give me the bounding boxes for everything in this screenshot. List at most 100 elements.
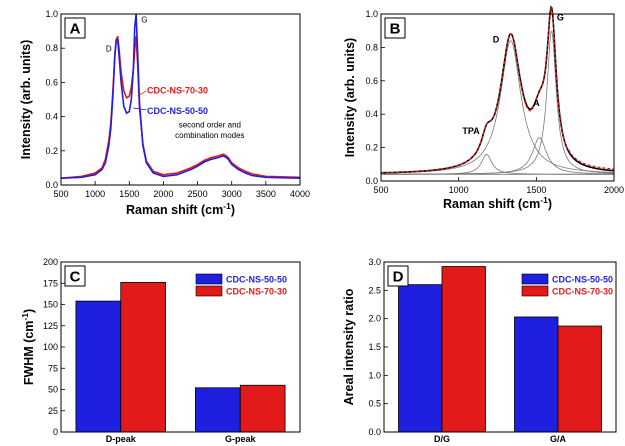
y-tick-label: 3.0	[368, 257, 381, 267]
y-tick-label: 50	[48, 385, 58, 395]
y-axis-label-main: Intensity (arb. units)	[343, 38, 357, 157]
peak-label-tpa: TPA	[462, 126, 480, 136]
bar-cdc-ns-70-30-0	[120, 281, 166, 433]
x-axis-label-sup: -1	[540, 195, 548, 205]
series-label-blue: CDC-NS-50-50	[147, 106, 208, 116]
legend-label: CDC-NS-50-50	[552, 275, 613, 285]
panel-c: 0 25 50 75 100 125 150 175 200 D-peak G-peak CDC-NS…	[20, 257, 301, 444]
y-tick-label: 0.0	[365, 176, 378, 186]
y-tick-label: 0.2	[45, 146, 58, 156]
bar-cdc-ns-70-30-0	[441, 266, 486, 433]
peak-label-a: A	[533, 98, 540, 108]
y-tick-label: 150	[43, 300, 58, 310]
bar-cdc-ns-50-50-1	[195, 387, 241, 433]
category-label: D-peak	[106, 434, 137, 444]
y-tick-label: 0.0	[45, 180, 58, 190]
panel-label-box	[387, 265, 409, 287]
x-axis-label: Raman shift (cm-1)	[443, 195, 552, 211]
x-tick-label: 4000	[290, 189, 310, 199]
y-tick-label: 100	[43, 342, 58, 352]
category-label: G/A	[550, 434, 567, 444]
annotation-line-1: second order and	[179, 121, 241, 130]
y-tick-label: 175	[43, 278, 58, 288]
legend-swatch	[195, 273, 223, 285]
x-axis-label: Raman shift (cm-1)	[126, 201, 235, 217]
x-tick-label: 3000	[222, 189, 242, 199]
y-tick-label: 0.0	[368, 427, 381, 437]
y-tick-label: 0.4	[365, 109, 378, 119]
y-axis-label-end: )	[22, 309, 36, 313]
x-tick-label: 2000	[604, 185, 624, 195]
series-line-measured	[381, 5, 614, 174]
annotation-line-2: combination modes	[175, 131, 244, 140]
y-tick-label: 0.6	[45, 77, 58, 87]
y-tick-label: 0.8	[45, 43, 58, 53]
panel-label: A	[70, 21, 81, 38]
x-axis-label-end: )	[231, 203, 235, 217]
y-tick-label: 0.2	[365, 143, 378, 153]
panel-d: 0.0 0.5 1.0 1.5 2.0 2.5 3.0 D/G G/A CDC-NS-50-50 C…	[342, 257, 617, 444]
x-tick-label: 1500	[526, 185, 546, 195]
legend-label: CDC-NS-50-50	[226, 275, 287, 285]
legend-label: CDC-NS-70-30	[552, 287, 613, 297]
y-tick-label: 0.6	[365, 76, 378, 86]
x-tick-label: 1000	[449, 185, 469, 195]
bar-cdc-ns-50-50-1	[514, 316, 559, 433]
x-tick-label: 1500	[119, 189, 139, 199]
bar-cdc-ns-70-30-1	[239, 384, 286, 433]
peak-label-g: G	[141, 16, 147, 25]
x-axis-label-main: Raman shift (cm	[126, 203, 223, 217]
series-line-cdc-ns-50-50	[60, 13, 301, 179]
category-label: D/G	[434, 434, 450, 444]
y-axis-label: Intensity (arb. units)	[19, 40, 33, 159]
panel-label-box	[64, 265, 86, 287]
plot-frame	[383, 261, 617, 433]
y-tick-label: 125	[43, 321, 58, 331]
x-axis-label-sup: -1	[223, 201, 231, 211]
panel-label-box	[384, 17, 406, 39]
legend-swatch	[521, 273, 549, 285]
legend-label: CDC-NS-70-30	[226, 287, 287, 297]
y-tick-label: 0.4	[45, 112, 58, 122]
y-axis-label: Areal intensity ratio	[342, 288, 356, 405]
y-axis-label-main: FWHM (cm	[22, 321, 36, 386]
y-axis-label-main: Areal intensity ratio	[342, 288, 356, 405]
peak-label-g: G	[557, 13, 564, 23]
legend-swatch	[521, 285, 549, 297]
y-tick-label: 1.5	[368, 342, 381, 352]
y-tick-label: 1.0	[368, 370, 381, 380]
series-line-fit	[381, 5, 615, 174]
x-tick-label: 1000	[85, 189, 105, 199]
x-axis-label-end: )	[548, 197, 552, 211]
plot-frame	[60, 13, 301, 186]
x-axis-label-main: Raman shift (cm	[443, 197, 540, 211]
legend-swatch	[195, 285, 223, 297]
y-axis-label-main: Intensity (arb. units)	[19, 40, 33, 159]
plot-frame	[60, 261, 301, 433]
y-tick-label: 0.5	[368, 399, 381, 409]
x-tick-label: 500	[373, 185, 388, 195]
panel-label: C	[70, 269, 81, 286]
panel-b: 0.0 0.2 0.4 0.6 0.8 1.0 500 1000 1500 2000 D A G TPA B…	[343, 5, 624, 211]
category-label: G-peak	[225, 434, 257, 444]
y-tick-label: 75	[48, 363, 58, 373]
panel-a: 0.0 0.2 0.4 0.6 0.8 1.0 500 1000 1500 2000 2500 300…	[19, 9, 310, 217]
y-axis-label-sup: -1	[20, 313, 30, 321]
y-tick-label: 2.5	[368, 285, 381, 295]
y-tick-label: 1.0	[45, 9, 58, 19]
y-tick-label: 1.0	[365, 9, 378, 19]
bar-cdc-ns-50-50-0	[75, 300, 122, 433]
bar-cdc-ns-50-50-0	[398, 284, 443, 433]
series-leader-blue	[133, 107, 147, 111]
y-axis-label: Intensity (arb. units)	[343, 38, 357, 157]
peak-label-d: D	[106, 45, 112, 54]
bar-cdc-ns-70-30-1	[557, 325, 602, 433]
panel-label: D	[393, 269, 404, 286]
y-axis-label: FWHM (cm-1)	[20, 309, 36, 385]
x-tick-label: 2500	[188, 189, 208, 199]
series-label-red: CDC-NS-70-30	[147, 86, 208, 96]
y-tick-label: 200	[43, 257, 58, 267]
x-tick-label: 500	[53, 189, 68, 199]
x-tick-label: 3500	[256, 189, 276, 199]
